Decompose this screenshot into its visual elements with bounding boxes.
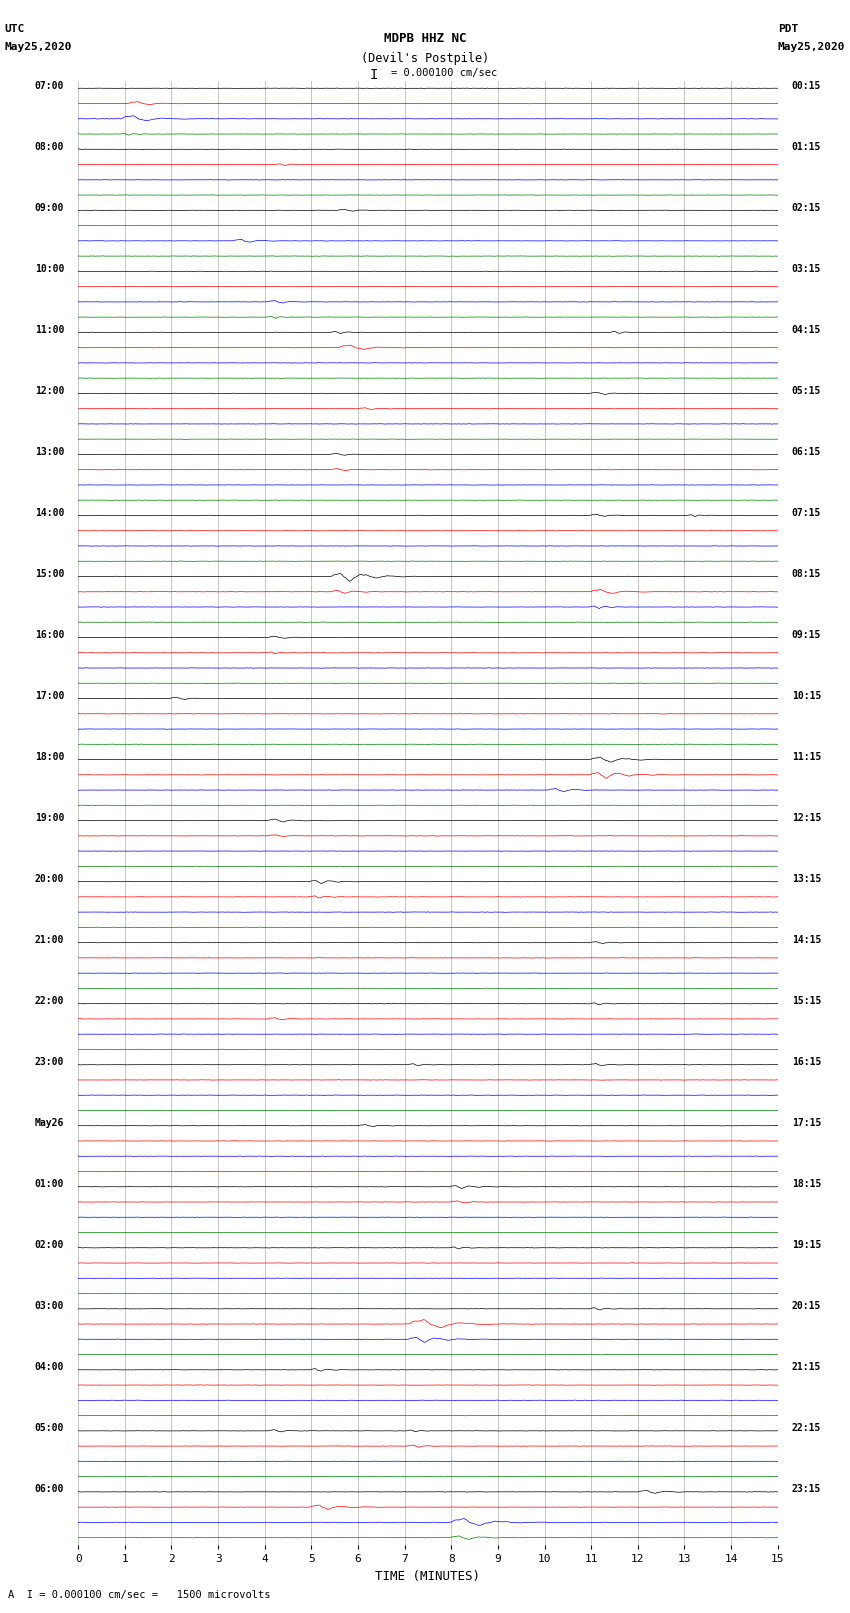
Text: 05:00: 05:00 — [35, 1423, 65, 1434]
Text: 01:00: 01:00 — [35, 1179, 65, 1189]
Text: 19:00: 19:00 — [35, 813, 65, 823]
Text: = 0.000100 cm/sec: = 0.000100 cm/sec — [391, 68, 497, 77]
Text: 10:15: 10:15 — [791, 690, 821, 702]
Text: 21:00: 21:00 — [35, 936, 65, 945]
Text: 08:15: 08:15 — [791, 569, 821, 579]
Text: 20:15: 20:15 — [791, 1302, 821, 1311]
Text: May25,2020: May25,2020 — [778, 42, 845, 52]
Text: 17:00: 17:00 — [35, 690, 65, 702]
Text: 01:15: 01:15 — [791, 142, 821, 152]
Text: May26: May26 — [35, 1118, 65, 1127]
Text: I: I — [370, 68, 378, 82]
Text: 15:00: 15:00 — [35, 569, 65, 579]
Text: 10:00: 10:00 — [35, 265, 65, 274]
Text: 13:15: 13:15 — [791, 874, 821, 884]
Text: 14:00: 14:00 — [35, 508, 65, 518]
Text: 02:00: 02:00 — [35, 1240, 65, 1250]
Text: 17:15: 17:15 — [791, 1118, 821, 1127]
Text: 20:00: 20:00 — [35, 874, 65, 884]
Text: 09:15: 09:15 — [791, 631, 821, 640]
Text: 07:00: 07:00 — [35, 81, 65, 90]
Text: A  I = 0.000100 cm/sec =   1500 microvolts: A I = 0.000100 cm/sec = 1500 microvolts — [8, 1590, 271, 1600]
Text: 12:15: 12:15 — [791, 813, 821, 823]
Text: 23:15: 23:15 — [791, 1484, 821, 1494]
Text: UTC: UTC — [4, 24, 25, 34]
Text: 03:15: 03:15 — [791, 265, 821, 274]
Text: 04:00: 04:00 — [35, 1361, 65, 1373]
Text: May25,2020: May25,2020 — [4, 42, 71, 52]
Text: 18:00: 18:00 — [35, 752, 65, 761]
Text: 22:15: 22:15 — [791, 1423, 821, 1434]
Text: 04:15: 04:15 — [791, 324, 821, 336]
Text: 13:00: 13:00 — [35, 447, 65, 456]
Text: MDPB HHZ NC: MDPB HHZ NC — [383, 32, 467, 45]
Text: 15:15: 15:15 — [791, 997, 821, 1007]
Text: 18:15: 18:15 — [791, 1179, 821, 1189]
Text: 23:00: 23:00 — [35, 1057, 65, 1068]
Text: 19:15: 19:15 — [791, 1240, 821, 1250]
Text: 12:00: 12:00 — [35, 386, 65, 395]
Text: 16:15: 16:15 — [791, 1057, 821, 1068]
Text: 22:00: 22:00 — [35, 997, 65, 1007]
X-axis label: TIME (MINUTES): TIME (MINUTES) — [376, 1569, 480, 1582]
Text: 08:00: 08:00 — [35, 142, 65, 152]
Text: 05:15: 05:15 — [791, 386, 821, 395]
Text: 06:00: 06:00 — [35, 1484, 65, 1494]
Text: (Devil's Postpile): (Devil's Postpile) — [361, 52, 489, 65]
Text: PDT: PDT — [778, 24, 798, 34]
Text: 09:00: 09:00 — [35, 203, 65, 213]
Text: 00:15: 00:15 — [791, 81, 821, 90]
Text: 07:15: 07:15 — [791, 508, 821, 518]
Text: 14:15: 14:15 — [791, 936, 821, 945]
Text: 11:15: 11:15 — [791, 752, 821, 761]
Text: 21:15: 21:15 — [791, 1361, 821, 1373]
Text: 11:00: 11:00 — [35, 324, 65, 336]
Text: 03:00: 03:00 — [35, 1302, 65, 1311]
Text: 02:15: 02:15 — [791, 203, 821, 213]
Text: 16:00: 16:00 — [35, 631, 65, 640]
Text: 06:15: 06:15 — [791, 447, 821, 456]
